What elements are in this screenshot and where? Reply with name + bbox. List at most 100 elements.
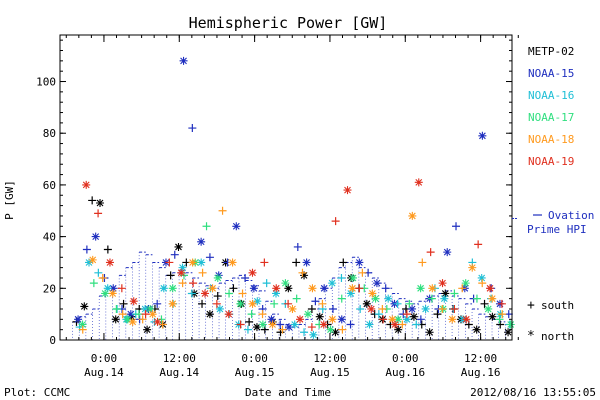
x-tick-date: Aug.16 (385, 366, 425, 379)
data-point-south (292, 294, 301, 303)
data-point-south (218, 206, 227, 215)
y-tick-label: 40 (43, 231, 56, 244)
data-point-north (488, 294, 497, 303)
data-point-north (348, 284, 357, 293)
data-point-north (421, 304, 430, 313)
data-point-north (109, 284, 118, 293)
data-point-south (452, 222, 461, 231)
data-point-south (495, 315, 504, 324)
data-point-north (428, 284, 437, 293)
data-point-north (408, 304, 417, 313)
data-point-north (295, 315, 304, 324)
data-point-south (478, 279, 487, 288)
data-point-south (433, 310, 442, 319)
data-point-north (303, 310, 312, 319)
x-tick-date: Aug.16 (461, 366, 501, 379)
legend-entry: NOAA-16 (528, 89, 574, 102)
data-point-north (302, 258, 311, 267)
y-tick-label: 0 (49, 334, 56, 347)
data-point-north (168, 299, 177, 308)
x-tick-time: 0:00 (392, 352, 419, 365)
data-point-south (298, 268, 307, 277)
data-point-north (290, 320, 299, 329)
data-point-north (371, 294, 380, 303)
data-point-south (205, 253, 214, 262)
data-point-north (300, 271, 309, 280)
data-point-south (170, 250, 179, 259)
data-point-south (118, 310, 127, 319)
data-point-north (394, 325, 403, 334)
data-point-north (143, 325, 152, 334)
data-point-north (91, 232, 100, 241)
data-point-north (103, 284, 112, 293)
plot-timestamp: 2012/08/16 13:55:05 (470, 386, 596, 399)
data-point-north (108, 289, 117, 298)
data-point-south (262, 279, 271, 288)
data-point-south (238, 289, 247, 298)
legend-entry: NOAA-19 (528, 155, 574, 168)
data-point-south (212, 299, 221, 308)
data-point-south (337, 294, 346, 303)
data-point-north (331, 328, 340, 337)
data-point-north (506, 320, 515, 329)
data-point-north (159, 284, 168, 293)
data-point-north (85, 258, 94, 267)
data-point-south (202, 222, 211, 231)
data-point-south (292, 258, 301, 267)
data-point-north (365, 320, 374, 329)
data-point-north (284, 284, 293, 293)
data-point-north (174, 242, 183, 251)
data-point-south (412, 320, 421, 329)
data-point-north (127, 312, 136, 321)
data-point-north (472, 325, 481, 334)
x-axis-label: Date and Time (245, 386, 331, 399)
data-point-north (197, 237, 206, 246)
data-point-north (82, 180, 91, 189)
data-point-north (309, 330, 318, 339)
data-point-north (232, 222, 241, 231)
data-point-north (343, 186, 352, 195)
x-tick-time: 12:00 (163, 352, 196, 365)
data-point-north (355, 258, 364, 267)
data-point-north (74, 315, 83, 324)
data-point-north (205, 310, 214, 319)
data-point-south (379, 315, 388, 324)
data-point-north (123, 315, 132, 324)
data-point-south (258, 310, 267, 319)
data-point-south (318, 299, 327, 308)
data-point-south (405, 299, 414, 308)
data-point-south (331, 217, 340, 226)
data-point-south (307, 323, 316, 332)
y-tick-label: 60 (43, 179, 56, 192)
legend-entry: NOAA-17 (528, 111, 574, 124)
data-point-north (285, 323, 294, 332)
data-point-south (189, 279, 198, 288)
data-point-north (214, 271, 223, 280)
data-point-south (339, 258, 348, 267)
data-point-south (498, 310, 507, 319)
data-point-north (78, 320, 87, 329)
data-point-south (398, 320, 407, 329)
data-point-south (307, 304, 316, 313)
data-point-south (378, 304, 387, 313)
data-point-south (438, 304, 447, 313)
x-tick-time: 0:00 (91, 352, 118, 365)
data-point-north (367, 304, 376, 313)
data-point-north (486, 284, 495, 293)
data-point-north (215, 304, 224, 313)
data-point-north (213, 273, 222, 282)
data-point-south (89, 279, 98, 288)
chart-title: Hemispheric Power [GW] (189, 14, 388, 32)
data-point-north (468, 263, 477, 272)
data-point-south (355, 284, 364, 293)
data-point-south (88, 196, 97, 205)
data-point-south (198, 299, 207, 308)
data-point-north (388, 315, 397, 324)
data-point-north (105, 258, 114, 267)
data-point-north (288, 304, 297, 313)
data-point-north (328, 315, 337, 324)
data-point-north (504, 328, 513, 337)
data-point-south (328, 304, 337, 313)
x-tick-time: 0:00 (241, 352, 268, 365)
data-point-south (178, 279, 187, 288)
